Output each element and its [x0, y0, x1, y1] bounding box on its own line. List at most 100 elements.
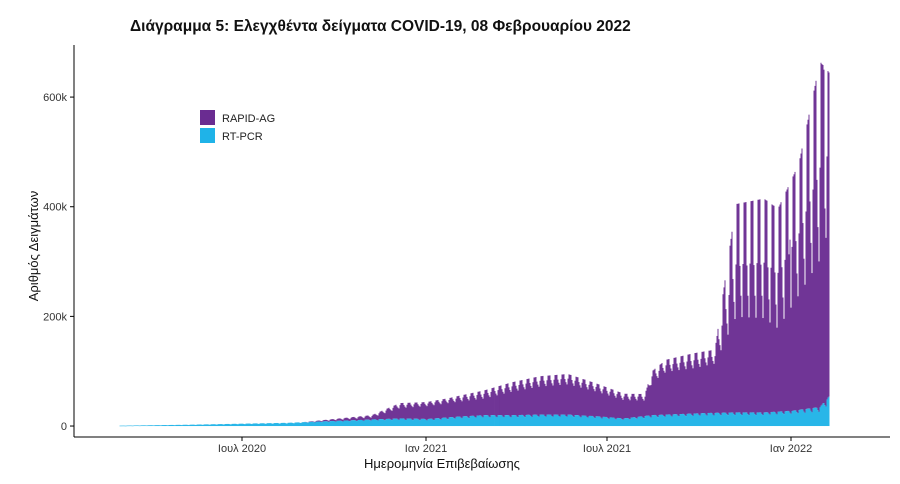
bar-rapid-ag: [728, 295, 730, 413]
bar-rt-pcr: [736, 412, 738, 427]
bar-rt-pcr: [210, 424, 212, 427]
bar-rt-pcr: [239, 423, 241, 427]
bar-rapid-ag: [498, 386, 500, 416]
bar-rt-pcr: [428, 418, 430, 427]
bar-rt-pcr: [294, 422, 296, 427]
bar-rt-pcr: [368, 419, 370, 427]
bar-rapid-ag: [792, 176, 794, 411]
bar-rapid-ag: [395, 404, 397, 419]
bar-rapid-ag: [521, 380, 523, 415]
bar-rapid-ag: [445, 400, 447, 418]
bar-rt-pcr: [467, 417, 469, 427]
bar-rapid-ag: [528, 378, 530, 415]
bar-rapid-ag: [580, 387, 582, 418]
bar-rapid-ag: [561, 374, 563, 415]
bar-rapid-ag: [494, 391, 496, 416]
bar-rapid-ag: [420, 403, 422, 419]
bar-rt-pcr: [373, 419, 375, 427]
bar-rapid-ag: [791, 246, 793, 412]
bar-rt-pcr: [773, 411, 775, 427]
bar-rapid-ag: [760, 264, 762, 413]
bar-rapid-ag: [672, 364, 674, 415]
bar-rt-pcr: [229, 424, 231, 427]
bar-rapid-ag: [619, 392, 621, 419]
bar-rapid-ag: [789, 239, 791, 413]
bar-rt-pcr: [297, 422, 299, 427]
bar-rt-pcr: [225, 423, 227, 427]
bar-rapid-ag: [645, 390, 647, 416]
bar-rt-pcr: [434, 418, 436, 427]
bar-rt-pcr: [231, 423, 233, 427]
bar-rt-pcr: [120, 425, 122, 427]
bar-rt-pcr: [713, 415, 715, 427]
bar-rapid-ag: [764, 199, 766, 413]
bar-rt-pcr: [473, 415, 475, 427]
bar-rt-pcr: [319, 421, 321, 427]
bar-rt-pcr: [704, 413, 706, 427]
bar-rt-pcr: [326, 421, 328, 427]
bar-rapid-ag: [535, 377, 537, 415]
bar-rt-pcr: [698, 414, 700, 427]
bar-rapid-ag: [432, 404, 434, 420]
bar-rt-pcr: [684, 415, 686, 427]
bar-rapid-ag: [489, 397, 491, 418]
bar-rapid-ag: [375, 414, 377, 420]
bar-rapid-ag: [781, 267, 783, 412]
bar-rt-pcr: [166, 425, 168, 427]
bar-rt-pcr: [364, 419, 366, 427]
bar-rapid-ag: [721, 325, 723, 413]
bar-rapid-ag: [469, 396, 471, 417]
bar-rt-pcr: [310, 421, 312, 427]
bar-rapid-ag: [817, 227, 819, 411]
bar-rapid-ag: [428, 401, 430, 419]
bar-rt-pcr: [211, 424, 213, 427]
bar-rt-pcr: [530, 416, 532, 427]
bar-rapid-ag: [416, 402, 418, 419]
bar-rapid-ag: [733, 301, 735, 415]
bar-rapid-ag: [440, 404, 442, 420]
bar-rt-pcr: [381, 419, 383, 427]
bar-rapid-ag: [716, 335, 718, 413]
bar-rt-pcr: [220, 424, 222, 427]
bar-rt-pcr: [676, 414, 678, 427]
bar-rt-pcr: [157, 425, 159, 427]
bar-rt-pcr: [803, 411, 805, 427]
bar-rt-pcr: [472, 415, 474, 427]
bar-rapid-ag: [669, 364, 671, 415]
bar-rapid-ag: [316, 420, 318, 422]
bar-rapid-ag: [508, 387, 510, 416]
bar-rt-pcr: [504, 415, 506, 427]
bar-rt-pcr: [175, 424, 177, 427]
bar-rt-pcr: [783, 414, 785, 427]
bar-rt-pcr: [203, 424, 205, 427]
bar-rt-pcr: [159, 425, 161, 427]
bar-rt-pcr: [213, 424, 215, 427]
bar-rapid-ag: [347, 418, 349, 421]
bar-rapid-ag: [430, 401, 432, 419]
bar-rt-pcr: [724, 412, 726, 427]
bar-rt-pcr: [479, 415, 481, 427]
bar-rt-pcr: [447, 419, 449, 427]
bar-rt-pcr: [609, 417, 611, 427]
bar-rt-pcr: [417, 418, 419, 427]
bar-rt-pcr: [631, 417, 633, 427]
bar-rt-pcr: [808, 408, 810, 427]
bar-rt-pcr: [571, 415, 573, 427]
bar-rapid-ag: [806, 124, 808, 409]
bar-rapid-ag: [710, 350, 712, 413]
bar-rapid-ag: [643, 400, 645, 419]
bar-rt-pcr: [625, 418, 627, 427]
bar-rt-pcr: [822, 403, 824, 427]
bar-rt-pcr: [238, 423, 240, 427]
bar-rt-pcr: [524, 417, 526, 427]
bar-rapid-ag: [458, 395, 460, 417]
bar-rapid-ag: [678, 370, 680, 417]
bar-rt-pcr: [817, 410, 819, 427]
bar-rapid-ag: [569, 374, 571, 415]
bar-rapid-ag: [690, 361, 692, 414]
bar-rapid-ag: [410, 404, 412, 419]
bar-rapid-ag: [821, 64, 823, 405]
bar-rapid-ag: [401, 403, 403, 419]
bar-rt-pcr: [440, 419, 442, 427]
bar-rt-pcr: [653, 415, 655, 427]
